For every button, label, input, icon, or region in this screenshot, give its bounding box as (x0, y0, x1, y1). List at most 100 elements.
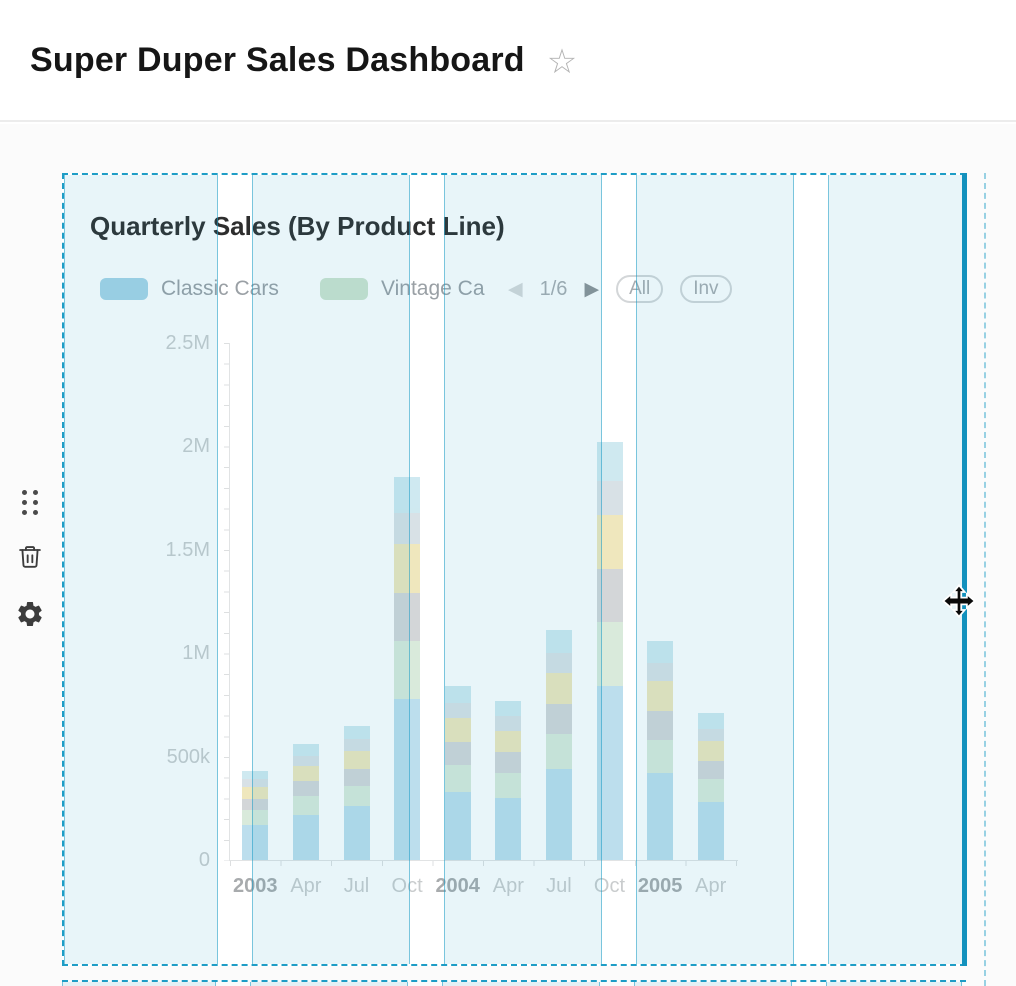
bar-stack[interactable] (545, 630, 572, 860)
bar-segment (697, 779, 724, 803)
bar-segment (343, 806, 370, 860)
chart-title: Quarterly Sales (By Product Line) (90, 211, 505, 241)
bar-segment (394, 640, 421, 699)
next-widget-stub (62, 980, 966, 986)
bar-segment (495, 700, 522, 717)
bar-segment (444, 702, 471, 719)
bar-segment (596, 514, 623, 570)
bar-segment (545, 630, 572, 654)
bar-segment (242, 799, 269, 811)
bar-segment (292, 781, 319, 796)
bar-segment (394, 477, 421, 513)
bar-segment (242, 786, 269, 800)
bar-segment (292, 795, 319, 815)
bar-segment (596, 569, 623, 623)
bar-segment (495, 752, 522, 774)
legend-item[interactable]: Vintage Ca (320, 277, 485, 301)
bar-segment (495, 773, 522, 798)
bar-segment (242, 779, 269, 787)
bar-stack[interactable] (242, 771, 269, 860)
trash-icon[interactable] (16, 543, 44, 571)
legend-item[interactable]: Classic Cars (100, 277, 279, 301)
chart-legend: Classic Cars Vintage Ca ◀ 1/6 ▶ All Inv (100, 275, 944, 305)
bar-segment (343, 725, 370, 740)
bar-segment (292, 765, 319, 782)
bar-stack[interactable] (394, 477, 421, 860)
bar-segment (647, 773, 674, 860)
bar-segment (394, 593, 421, 641)
bar-segment (495, 730, 522, 753)
bar-segment (292, 814, 319, 860)
gear-icon[interactable] (15, 599, 45, 629)
chevron-left-icon[interactable]: ◀ (508, 278, 523, 300)
y-axis-tick-label: 1M (182, 642, 210, 665)
favorite-star-icon[interactable]: ☆ (546, 43, 578, 81)
bar-segment (242, 824, 269, 860)
bar-stack[interactable] (647, 640, 674, 860)
legend-swatch (320, 278, 368, 300)
grid-column (826, 982, 962, 986)
chevron-right-icon[interactable]: ▶ (584, 278, 600, 300)
bar-segment (242, 810, 269, 825)
chart-plot: 0 500k 1M 1.5M 2M 2.5M 2003 Apr Jul Oct 2004 Apr Ju… (64, 175, 964, 964)
grid-column (250, 982, 408, 986)
grid-column (442, 982, 600, 986)
x-axis-tick-label: Oct (593, 875, 626, 897)
bar-segment (697, 760, 724, 780)
x-axis-tick-label: Apr (290, 875, 322, 897)
y-axis-tick-label: 1.5M (165, 538, 210, 561)
legend-item-label: Vintage Ca (381, 277, 485, 300)
bar-stack[interactable] (343, 725, 370, 860)
bar-segment (647, 640, 674, 663)
bar-segment (444, 791, 471, 860)
y-axis-tick-label: 2M (182, 435, 210, 458)
bar-segment (444, 686, 471, 703)
bar-segment (242, 771, 269, 780)
bar-stack[interactable] (292, 744, 319, 860)
bar-segment (596, 622, 623, 687)
bar-segment (292, 755, 319, 766)
x-axis-tick-label: Apr (492, 875, 524, 897)
bar-segment (697, 741, 724, 761)
bar-segment (444, 742, 471, 765)
grid-boundary-line (984, 173, 986, 986)
bar-segment (647, 740, 674, 774)
bar-segment (394, 512, 421, 544)
bar-segment (545, 653, 572, 673)
x-axis-tick-label: 2003 (233, 875, 278, 897)
legend-pager: ◀ 1/6 ▶ All Inv (508, 275, 732, 303)
bar-segment (545, 703, 572, 734)
x-axis-tick-label: Jul (343, 875, 370, 897)
bar-segment (596, 686, 623, 860)
bar-segment (495, 797, 522, 860)
bar-segment (394, 698, 421, 860)
bar-segment (343, 785, 370, 807)
y-axis-tick-label: 2.5M (165, 332, 210, 354)
bar-stack[interactable] (596, 442, 623, 860)
bar-segment (343, 739, 370, 752)
x-axis-tick-label: 2005 (637, 875, 683, 897)
y-axis-tick-label: 0 (198, 849, 210, 871)
bar-segment (697, 713, 724, 729)
bar-stack[interactable] (444, 686, 471, 860)
legend-item-label: Classic Cars (161, 277, 279, 300)
legend-inverse-button[interactable]: Inv (680, 275, 732, 303)
bar-segment (697, 802, 724, 860)
bar-segment (545, 733, 572, 769)
bar-segment (596, 480, 623, 515)
bar-segment (444, 764, 471, 792)
bar-stack[interactable] (495, 700, 522, 860)
bar-stack[interactable] (697, 713, 724, 860)
drag-handle-icon[interactable] (22, 490, 38, 515)
bar-segment (343, 751, 370, 770)
legend-select-all-button[interactable]: All (616, 275, 664, 303)
bar-segment (343, 769, 370, 786)
y-axis-line (224, 343, 230, 861)
grid-column (62, 982, 216, 986)
x-axis-tick-label: Apr (695, 875, 727, 897)
chart-widget[interactable]: Quarterly Sales (By Product Line) Classi… (62, 173, 967, 966)
y-axis-tick-label: 500k (166, 745, 210, 768)
widget-resize-handle[interactable] (962, 173, 967, 966)
legend-pager-label: 1/6 (539, 277, 568, 300)
